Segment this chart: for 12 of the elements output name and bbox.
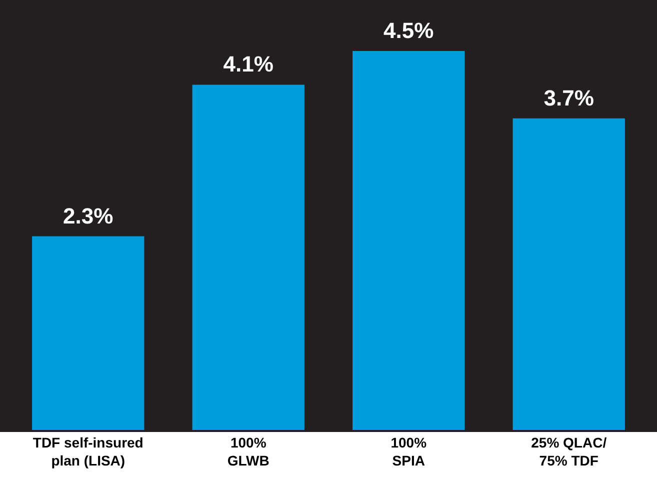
x-tick-label: 100% GLWB [227,434,270,468]
bar [352,51,465,430]
bar [512,118,625,430]
x-tick-label: TDF self-insured plan (LISA) [32,434,144,468]
data-label: 4.5% [384,18,434,43]
data-label: 2.3% [63,203,114,228]
x-tick-label: 25% QLAC/ 75% TDF [531,434,607,468]
data-label: 4.1% [223,52,274,77]
data-label: 3.7% [544,85,594,110]
bar [192,84,304,430]
bar [32,236,144,430]
x-tick-label: 100% SPIA [390,434,428,468]
